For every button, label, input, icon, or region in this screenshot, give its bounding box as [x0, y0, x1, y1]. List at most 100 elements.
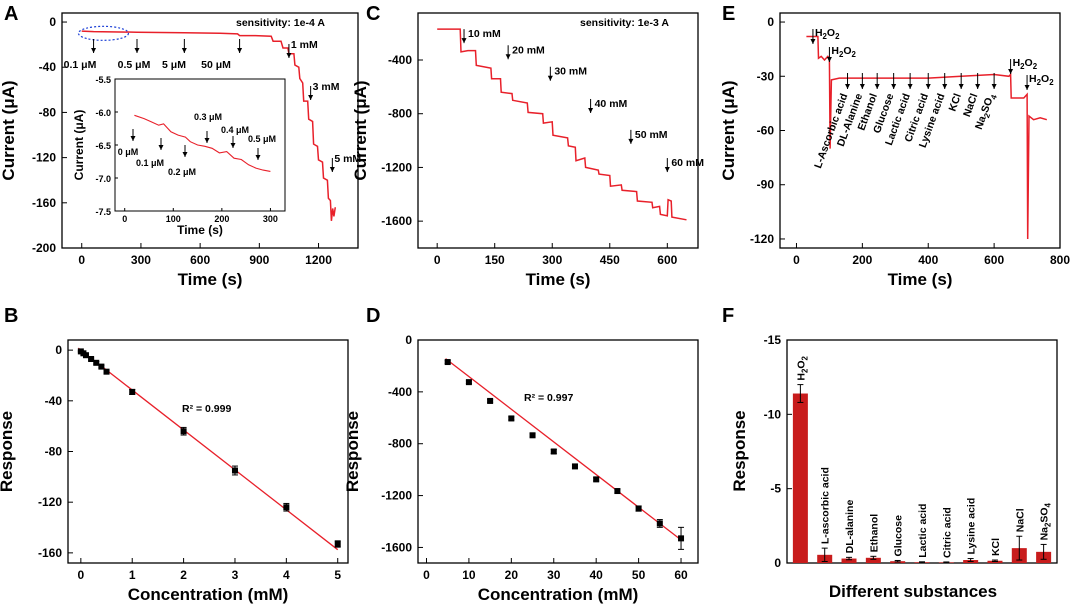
data-point: [334, 540, 341, 547]
arrow-head: [664, 167, 670, 173]
arrow-head: [230, 143, 236, 148]
y-tick-label: -6.5: [95, 141, 111, 151]
data-point: [129, 388, 136, 395]
arrow-head: [991, 84, 997, 89]
panel-label: C: [366, 3, 380, 25]
r-squared-label: R² = 0.997: [524, 392, 573, 404]
x-tick-label: 200: [852, 253, 872, 267]
y-axis-title: Response: [0, 411, 16, 492]
panel-label: E: [722, 3, 735, 25]
data-point: [98, 363, 105, 370]
panel-label: D: [366, 305, 380, 327]
arrow-head: [891, 84, 897, 89]
data-point: [444, 359, 451, 366]
plot-frame: [779, 12, 1061, 249]
data-point: [93, 359, 100, 366]
arrow-head: [826, 57, 832, 62]
y-tick-label: -800: [388, 107, 412, 121]
category-label: Na2SO4: [1039, 502, 1053, 540]
addition-label: 5 mM: [334, 153, 361, 165]
arrow-head: [975, 84, 981, 89]
plot-frame: [417, 12, 699, 249]
category-label: DL-alanine: [844, 500, 856, 554]
x-tick-label: 600: [190, 253, 210, 267]
arrow-head: [628, 138, 634, 144]
y-axis-title: Response: [730, 410, 749, 491]
data-point: [103, 368, 110, 375]
category-label: Ethanol: [868, 514, 880, 553]
category-label: Lysine acid: [966, 498, 978, 555]
arrow-head: [158, 145, 164, 150]
arrow-head: [859, 84, 865, 89]
x-tick-label: 900: [249, 253, 269, 267]
y-tick-label: -400: [388, 385, 412, 399]
x-tick-label: 5: [334, 568, 341, 582]
addition-label: Na2SO4: [973, 91, 999, 131]
x-tick-label: 0: [423, 568, 430, 582]
y-tick-label: -120: [38, 495, 62, 509]
data-point: [180, 428, 187, 435]
y-tick-label: -10: [764, 407, 782, 421]
x-tick-label: 2: [180, 568, 187, 582]
category-label: KCl: [990, 538, 1002, 556]
panel-label: A: [4, 3, 18, 25]
x-tick-label: 300: [263, 214, 278, 224]
data-point: [529, 432, 536, 439]
y-tick-label: -30: [757, 69, 775, 83]
arrow-head: [925, 84, 931, 89]
current-trace: [81, 30, 337, 221]
data-point: [614, 488, 621, 495]
addition-label: 50 μM: [201, 59, 231, 71]
arrow-head: [134, 48, 140, 53]
x-tick-label: 50: [632, 568, 646, 582]
current-trace: [437, 28, 687, 221]
y-axis-title: Current (μA): [72, 110, 86, 181]
addition-label: H2O2: [815, 27, 840, 41]
x-tick-label: 30: [547, 568, 561, 582]
x-tick-label: 0: [434, 253, 441, 267]
panel-label: F: [722, 305, 734, 327]
x-tick-label: 1200: [305, 253, 332, 267]
addition-label: 1 mM: [291, 39, 318, 51]
y-tick-label: -40: [39, 60, 57, 74]
y-tick-label: -7.5: [95, 207, 111, 217]
category-label: H2O2: [795, 355, 809, 380]
y-tick-label: -1600: [381, 214, 412, 228]
data-point: [635, 505, 642, 512]
x-axis-title: Concentration (mM): [478, 585, 639, 604]
inset-addition-label: 0.3 μM: [194, 112, 222, 122]
y-tick-label: -160: [32, 196, 56, 210]
inset-addition-label: 0.5 μM: [248, 134, 276, 144]
y-tick-label: 0: [55, 343, 62, 357]
x-tick-label: 300: [131, 253, 151, 267]
data-point: [571, 463, 578, 470]
x-tick-label: 0: [78, 253, 85, 267]
x-tick-label: 4: [283, 568, 290, 582]
panel-f: F -15 -10 -5 0 Response Different substances H2…: [722, 305, 1058, 601]
r-squared-label: R² = 0.999: [182, 403, 231, 415]
bar: [865, 557, 881, 563]
y-tick-label: -40: [45, 394, 63, 408]
plot-frame: [417, 339, 699, 564]
inset-addition-label: 0.4 μM: [221, 125, 249, 135]
arrow-head: [874, 84, 880, 89]
addition-label: 20 mM: [512, 44, 545, 56]
x-tick-label: 0: [793, 253, 800, 267]
arrow-head: [588, 107, 594, 113]
panel-e: E 0 200 400 600 800 0 -30 -60 -90 -120 Time (s) Curr…: [719, 3, 1070, 289]
x-tick-label: 200: [214, 214, 229, 224]
bar: [841, 558, 857, 563]
arrow-head: [130, 136, 136, 141]
y-tick-label: -5: [770, 482, 781, 496]
addition-label: 30 mM: [554, 66, 587, 78]
y-tick-label: 0: [405, 333, 412, 347]
addition-label: 0.5 μM: [118, 59, 151, 71]
addition-label: 40 mM: [595, 98, 628, 110]
y-tick-label: -80: [45, 445, 63, 459]
data-point: [231, 467, 238, 474]
bar: [792, 393, 808, 563]
category-label: L-ascorbic acid: [820, 467, 832, 544]
data-point: [508, 415, 515, 422]
x-tick-label: 0: [122, 214, 127, 224]
y-tick-label: -7.0: [95, 174, 111, 184]
